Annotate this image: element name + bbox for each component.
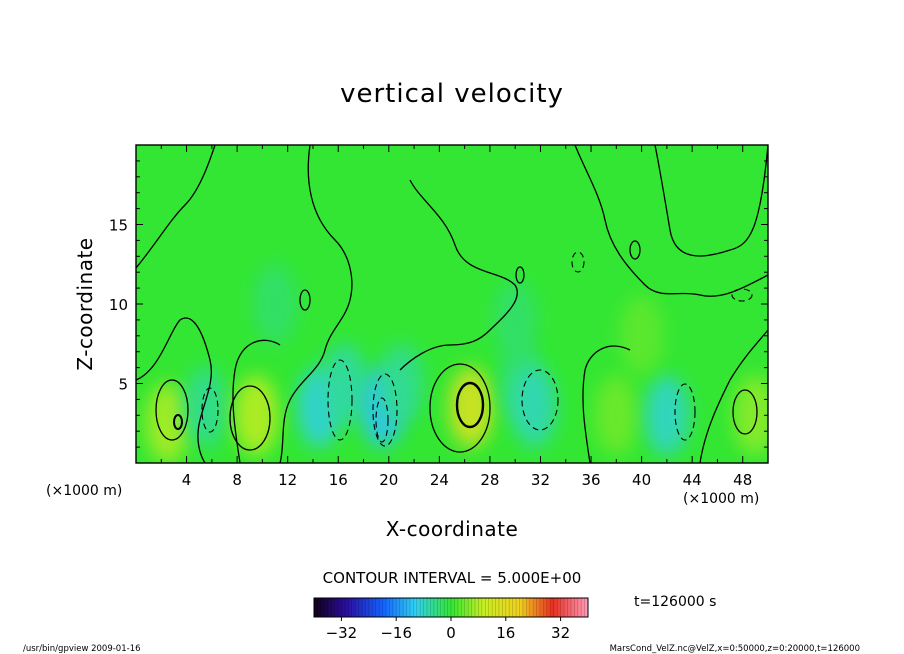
colorbar-tick-label: 0 [446,624,456,642]
heatmap-cell [448,367,493,448]
contour-ellipse [155,379,189,441]
chart-title: vertical velocity [340,79,564,109]
y-tick-label: 15 [109,217,128,235]
contour-line [279,145,353,463]
contour-ellipse [229,385,271,451]
contour-ellipse [521,369,559,431]
colorbar-ticks: −32 −16 0 16 32 [326,617,570,642]
colorbar-tick-label: 16 [496,624,515,642]
colorbar-tick-label: 32 [551,624,570,642]
heatmap-cell [644,375,689,456]
x-tick-label: 32 [531,471,550,489]
contour-lines-negative [201,251,753,447]
heatmap-cell [145,383,190,463]
contour-ellipse [674,383,696,441]
heatmap-cell [183,367,228,448]
contour-ellipse [731,288,753,302]
contour-line [399,179,518,371]
contour-line [136,317,212,463]
heatmap-cell [253,264,298,344]
contour-line [654,145,768,257]
x-tick-label: 4 [182,471,192,489]
heatmap-cell [733,375,768,456]
x-tick-label: 36 [581,471,600,489]
x-tick-label: 40 [632,471,651,489]
x-tick-label: 44 [683,471,702,489]
y-axis-label: Z-coordinate [73,237,97,370]
contour-line [582,345,631,463]
colorbar-tick-label: −32 [326,624,358,642]
contour-ellipse [173,414,183,430]
colorbar-stripes [317,598,585,617]
axis-ticks [136,145,768,463]
x-axis-label: X-coordinate [386,517,519,541]
x-tick-label: 16 [329,471,348,489]
heatmap-cells [145,264,768,463]
footer-left: /usr/bin/gpview 2009-01-16 [23,644,141,654]
contour-lines [136,145,768,463]
contour-ellipse [299,289,311,311]
contour-ellipse [515,266,525,284]
heatmap-cell [322,343,367,424]
colorbar [314,598,588,617]
contour-ellipse [327,359,353,441]
x-unit-right: (×1000 m) [683,491,759,507]
contour-line [574,145,768,297]
time-label: t=126000 s [634,594,716,610]
x-tick-label: 8 [232,471,242,489]
contour-ellipse [201,387,219,433]
heatmap-cell [379,343,424,424]
heatmap-cell [594,375,639,456]
contour-ellipse [629,240,641,260]
footer-right: MarsCond_VelZ.nc@VelZ,x=0:50000,z=0:2000… [610,644,860,654]
contour-ellipse [429,363,491,453]
contour-ellipse [375,397,389,443]
heatmap-cell [512,367,557,448]
heatmap-cell [619,295,664,376]
x-tick-label: 20 [379,471,398,489]
x-tick-label: 48 [733,471,752,489]
x-tick-label: 24 [430,471,449,489]
x-unit-left: (×1000 m) [46,483,122,499]
contour-ellipse [732,389,758,435]
heatmap-cell [493,279,538,360]
y-tick-label: 10 [109,296,128,314]
contour-ellipse [372,373,398,447]
x-tick-label: 28 [480,471,499,489]
contour-interval-label: CONTOUR INTERVAL = 5.000E+00 [323,569,582,587]
contour-ellipse [571,251,585,273]
contour-line [699,329,768,463]
contour-ellipse [455,381,485,429]
contour-line [232,339,281,463]
colorbar-tick-label: −16 [380,624,412,642]
contour-line [136,145,216,269]
y-tick-label: 5 [118,376,128,394]
x-tick-label: 12 [278,471,297,489]
